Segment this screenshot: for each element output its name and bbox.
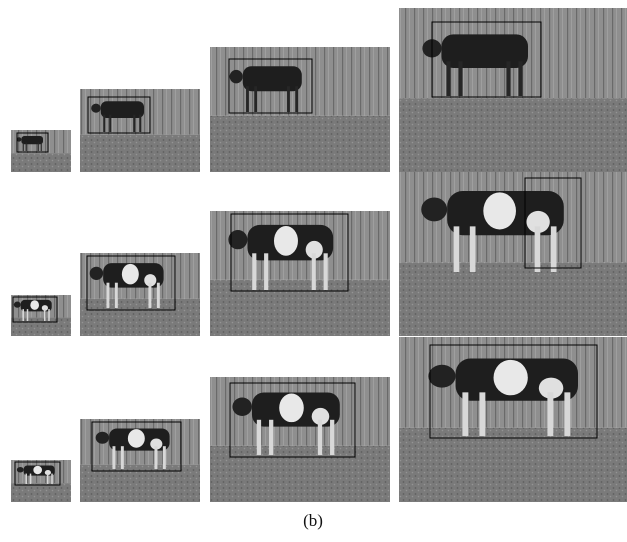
cow-body [442,34,528,68]
cow-head [17,467,24,472]
cow-leg [106,283,109,308]
image-grid [11,8,627,502]
cow-leg [287,86,290,112]
photo [11,130,71,172]
ground [210,116,390,172]
cow-head [14,302,21,308]
cow-head [96,432,109,444]
cow-leg [112,446,115,469]
cow-leg [470,226,476,272]
cow-head [90,267,103,280]
ground [11,483,71,502]
cow-head [421,197,447,221]
cow-leg [148,283,151,308]
ground [80,465,200,502]
ground [210,280,390,336]
cow-leg [103,115,105,132]
cow-leg [458,61,462,96]
cow-patch [279,394,304,423]
cow-leg [163,446,166,469]
cow-body [21,136,43,144]
ground [210,446,390,502]
cow-leg [38,143,39,151]
cow-leg [133,115,135,132]
photo [210,47,390,172]
cow-leg [25,474,27,484]
cow-leg [121,446,124,469]
photo [11,295,71,336]
cow-head [428,365,455,388]
cow-leg [254,86,257,112]
cow-leg [462,392,468,436]
ground [399,262,627,336]
cow-body [243,66,302,91]
cow-leg [551,226,557,272]
cow-leg [47,474,49,484]
cow-patch [494,360,528,395]
cow-leg [264,253,268,290]
ground [399,98,627,172]
cow-leg [479,392,485,436]
ground [11,318,71,336]
cow-head [91,104,101,113]
cow-leg [506,61,510,96]
photo [399,337,627,502]
cow-patch [122,264,139,285]
cow-leg [115,283,118,308]
ground [11,153,71,172]
cow-leg [41,143,42,151]
cow-leg [51,474,53,484]
cow-leg [22,309,24,321]
cow-patch [274,226,298,256]
photo [80,253,200,336]
cow-leg [26,143,27,151]
cow-leg [109,115,111,132]
cow-leg [269,420,273,455]
cow-leg [30,474,32,484]
photo [11,460,71,502]
ground [80,299,200,336]
cow-leg [318,420,322,455]
cow-leg [330,420,334,455]
caption: (b) [303,511,323,530]
cow-leg [547,392,553,436]
cow-body [101,101,144,118]
figure: (b) [0,0,627,542]
cow-leg [154,446,157,469]
cow-leg [535,226,541,272]
cow-patch [128,429,145,448]
cow-patch [483,192,516,229]
cow-leg [518,61,522,96]
ground [399,428,627,502]
photo [80,89,200,172]
photo [399,8,627,172]
cow-patch [30,300,39,310]
cow-leg [246,86,249,112]
cow-leg [23,143,24,151]
photo [210,377,390,502]
photo [80,419,200,502]
cow-patch [33,466,42,474]
cow-head [232,397,252,415]
cow-leg [27,309,29,321]
cow-leg [295,86,298,112]
cow-leg [312,253,316,290]
cow-leg [48,309,50,321]
cow-leg [44,309,46,321]
cow-leg [157,283,160,308]
cow-leg [454,226,460,272]
page: {"caption": "(b)"} (b) (() => { const da… [0,0,627,542]
cow-leg [139,115,141,132]
cow-head [230,70,243,84]
cow-leg [446,61,450,96]
photo [399,172,627,336]
cow-leg [252,253,256,290]
cow-leg [564,392,570,436]
cow-leg [257,420,261,455]
cow-leg [324,253,328,290]
ground [80,135,200,172]
photo [210,211,390,336]
